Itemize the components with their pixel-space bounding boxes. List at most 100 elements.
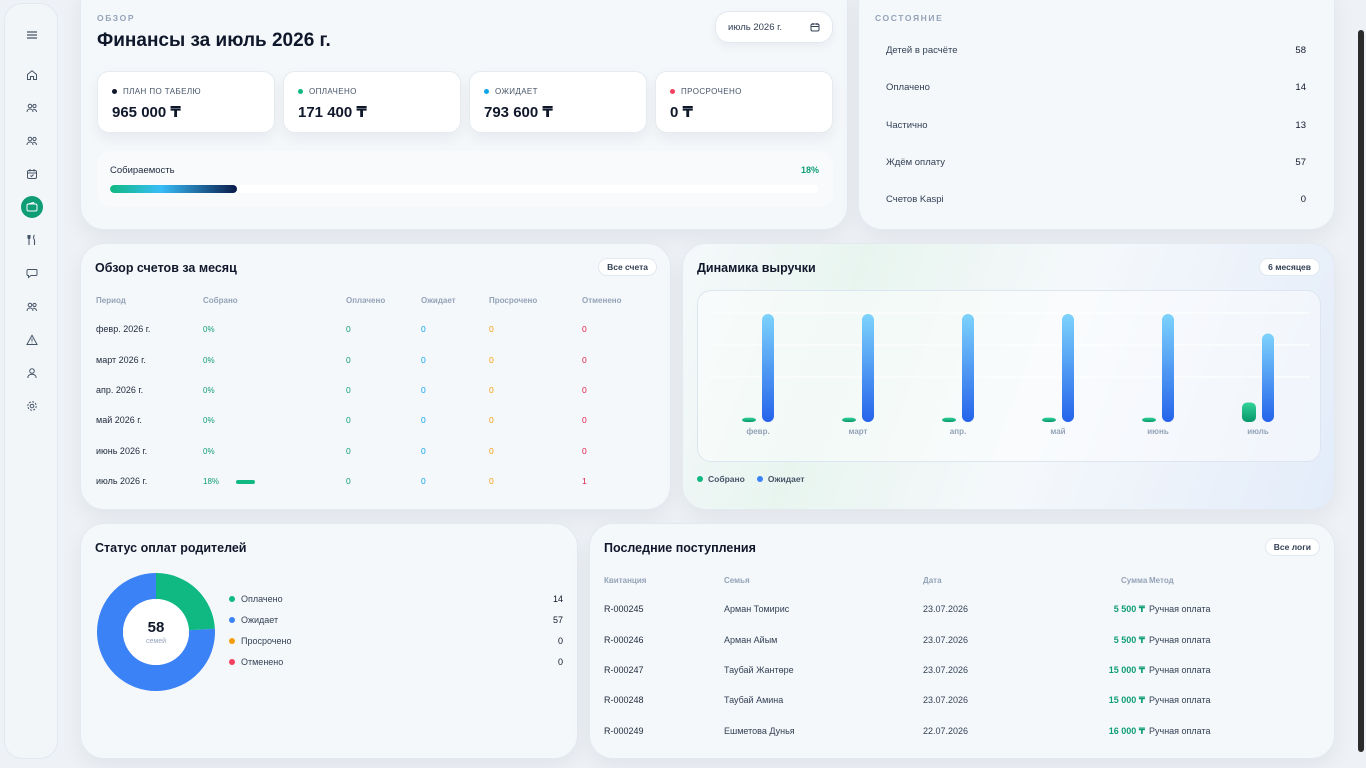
invoice-paid: 0 [346, 324, 351, 334]
users-icon[interactable] [21, 97, 43, 119]
invoice-cancelled: 0 [582, 355, 587, 365]
payment-receipt[interactable]: R-000248 [604, 695, 644, 705]
payments-header: Квитанция [604, 576, 647, 585]
state-row-value: 14 [1295, 82, 1306, 93]
menu-icon[interactable] [21, 24, 43, 46]
parents-donut [97, 573, 215, 691]
chart-x-tick: март [849, 427, 868, 436]
invoice-paid: 0 [346, 476, 351, 486]
bar-collected[interactable] [1142, 417, 1156, 422]
invoices-header: Ожидает [421, 296, 456, 305]
stat-value: 171 400 ₸ [298, 104, 367, 121]
profile-icon[interactable] [21, 362, 43, 384]
invoice-cancelled: 0 [582, 415, 587, 425]
payment-date: 23.07.2026 [923, 635, 969, 645]
status-dot-icon [229, 638, 235, 644]
month-picker[interactable]: июль 2026 г. [715, 11, 833, 43]
bar-waiting[interactable] [1262, 333, 1274, 422]
overdue-stat-card: ПРОСРОЧЕНО 0 ₸ [655, 71, 833, 133]
payment-amount: 15 000 ₸ [1108, 695, 1145, 705]
payment-receipt[interactable]: R-000245 [604, 604, 644, 614]
wallet-icon[interactable] [21, 196, 43, 218]
payment-receipt[interactable]: R-000247 [604, 665, 644, 675]
payments-header: Дата [923, 576, 942, 585]
status-label: Оплачено [241, 594, 283, 604]
payment-amount: 15 000 ₸ [1108, 665, 1145, 675]
legend-item: Ожидает [756, 474, 805, 484]
groups-icon[interactable] [21, 130, 43, 152]
state-row-value: 57 [1295, 157, 1306, 168]
invoice-collected: 0% [203, 325, 215, 334]
bar-waiting[interactable] [1062, 314, 1074, 422]
month-picker-value: июль 2026 г. [728, 21, 783, 33]
stat-label-text: ПЛАН ПО ТАБЕЛЮ [123, 87, 202, 96]
food-icon[interactable] [21, 229, 43, 251]
bar-waiting[interactable] [862, 314, 874, 422]
invoice-overdue: 0 [489, 324, 494, 334]
all-logs-button[interactable]: Все логи [1264, 538, 1320, 556]
payment-amount: 5 500 ₸ [1113, 635, 1145, 645]
state-row-label: Детей в расчёте [886, 45, 958, 56]
payment-family: Таубай Амина [724, 695, 784, 705]
calendar-icon[interactable] [21, 163, 43, 185]
bar-collected[interactable] [1242, 402, 1256, 422]
status-dot-icon [229, 596, 235, 602]
state-row-value: 0 [1300, 194, 1306, 205]
stat-value: 0 ₸ [670, 104, 693, 121]
settings-icon[interactable] [21, 395, 43, 417]
bar-collected[interactable] [742, 417, 756, 422]
revenue-title: Динамика выручки [697, 261, 816, 275]
bar-waiting[interactable] [962, 314, 974, 422]
bar-waiting[interactable] [1162, 314, 1174, 422]
bar-collected[interactable] [842, 417, 856, 422]
invoice-collected: 0% [203, 386, 215, 395]
stat-label-text: ОЖИДАЕТ [495, 87, 538, 96]
alert-icon[interactable] [21, 329, 43, 351]
payment-family: Арман Айым [724, 635, 778, 645]
invoice-cancelled: 0 [582, 324, 587, 334]
donut-slice[interactable] [156, 573, 215, 631]
legend-label: Собрано [708, 474, 745, 484]
plan-stat-card: ПЛАН ПО ТАБЕЛЮ 965 000 ₸ [97, 71, 275, 133]
home-icon[interactable] [21, 64, 43, 86]
staff-icon[interactable] [21, 296, 43, 318]
bar-collected[interactable] [1042, 417, 1056, 422]
stat-label: ПРОСРОЧЕНО [670, 87, 742, 96]
stat-dot-icon [112, 89, 117, 94]
invoice-period: июль 2026 г. [96, 476, 148, 486]
status-value: 14 [552, 594, 563, 604]
scrollbar-thumb[interactable] [1358, 30, 1364, 752]
payments-header: Сумма [1121, 576, 1148, 585]
payment-method: Ручная оплата [1149, 604, 1211, 614]
paid-stat-card: ОПЛАЧЕНО 171 400 ₸ [283, 71, 461, 133]
all-invoices-button[interactable]: Все счета [598, 258, 657, 276]
invoice-overdue: 0 [489, 415, 494, 425]
state-row-value: 13 [1295, 120, 1306, 131]
bar-collected[interactable] [942, 417, 956, 422]
state-overline: СОСТОЯНИЕ [875, 13, 944, 23]
invoices-card: Обзор счетов за месяц Все счета Период Со… [80, 243, 671, 510]
sidebar [4, 3, 58, 759]
collection-panel: Собираемость 18% [97, 151, 833, 207]
payment-method: Ручная оплата [1149, 665, 1211, 675]
invoice-overdue: 0 [489, 355, 494, 365]
stat-label: ОПЛАЧЕНО [298, 87, 357, 96]
range-button[interactable]: 6 месяцев [1259, 258, 1320, 276]
invoices-header: Период [96, 296, 126, 305]
chat-icon[interactable] [21, 262, 43, 284]
status-value: 0 [557, 657, 563, 667]
invoices-header: Отменено [582, 296, 622, 305]
payment-method: Ручная оплата [1149, 635, 1211, 645]
status-label: Просрочено [241, 636, 292, 646]
payments-header: Метод [1149, 576, 1174, 585]
payment-receipt[interactable]: R-000249 [604, 726, 644, 736]
invoice-waiting: 0 [421, 355, 426, 365]
stat-label-text: ОПЛАЧЕНО [309, 87, 357, 96]
page-scrollbar[interactable] [1356, 0, 1366, 768]
payment-method: Ручная оплата [1149, 695, 1211, 705]
donut-slice[interactable] [97, 573, 215, 691]
payment-family: Ешметова Дунья [724, 726, 795, 736]
bar-waiting[interactable] [762, 314, 774, 422]
payment-receipt[interactable]: R-000246 [604, 635, 644, 645]
invoices-header: Собрано [203, 296, 238, 305]
